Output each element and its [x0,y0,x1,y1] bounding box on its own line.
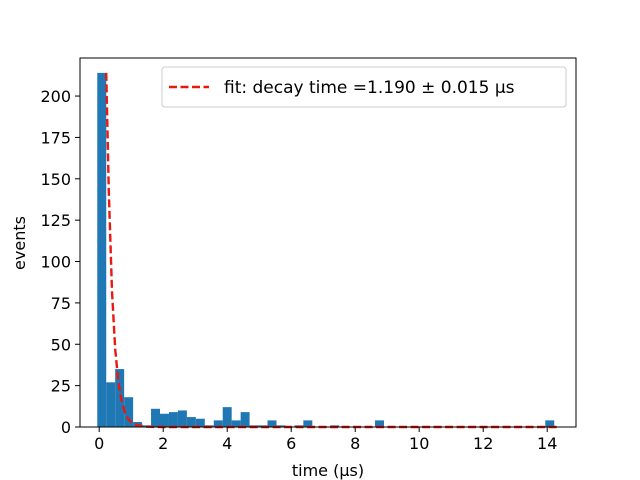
histogram-bar [303,420,313,427]
x-tick-label: 6 [286,434,296,453]
y-axis-label: events [10,216,29,270]
histogram-bar [115,369,125,427]
histogram-bar [177,410,187,427]
histogram-bar [168,412,178,427]
y-tick-label: 100 [40,253,71,272]
x-tick-label: 12 [473,434,493,453]
histogram-bar [195,418,205,427]
y-tick-label: 175 [40,128,71,147]
histogram-bar [213,420,223,427]
y-tick-label: 50 [51,335,71,354]
histogram-bar [151,408,160,427]
fit-curve [105,72,557,429]
x-tick-label: 8 [350,434,360,453]
histogram-bar [276,425,286,427]
histogram-bar [231,420,241,427]
histogram-bar [97,72,107,427]
x-tick-label: 4 [222,434,232,453]
x-axis-ticks: 0 2 4 6 8 10 12 14 [94,427,557,453]
x-axis-label: time (μs) [292,461,364,480]
plot-frame [79,57,577,428]
histogram-bar [106,382,116,427]
y-axis-ticks: 0 25 50 75 100 125 150 175 200 [40,87,80,437]
histogram-bar [267,420,277,427]
legend-label: fit: decay time =1.190 ± 0.015 μs [224,78,515,98]
histogram-bar [222,407,232,427]
histogram-bar [124,397,134,427]
histogram-bar [186,417,196,427]
x-tick-label: 0 [94,434,104,453]
y-tick-label: 0 [61,418,71,437]
histogram-bars [97,72,555,427]
histogram-bar [375,420,384,427]
y-tick-label: 200 [40,87,71,106]
y-tick-label: 150 [40,170,71,189]
x-tick-label: 14 [537,434,557,453]
x-tick-label: 2 [158,434,168,453]
histogram-bar [240,412,250,427]
y-tick-label: 75 [51,294,71,313]
legend-box [161,66,567,108]
x-tick-label: 10 [409,434,429,453]
histogram-bar [160,413,169,427]
histogram-bar [545,420,555,427]
legend: fit: decay time =1.190 ± 0.015 μs [161,66,567,108]
y-tick-label: 125 [40,211,71,230]
y-tick-label: 25 [51,377,71,396]
